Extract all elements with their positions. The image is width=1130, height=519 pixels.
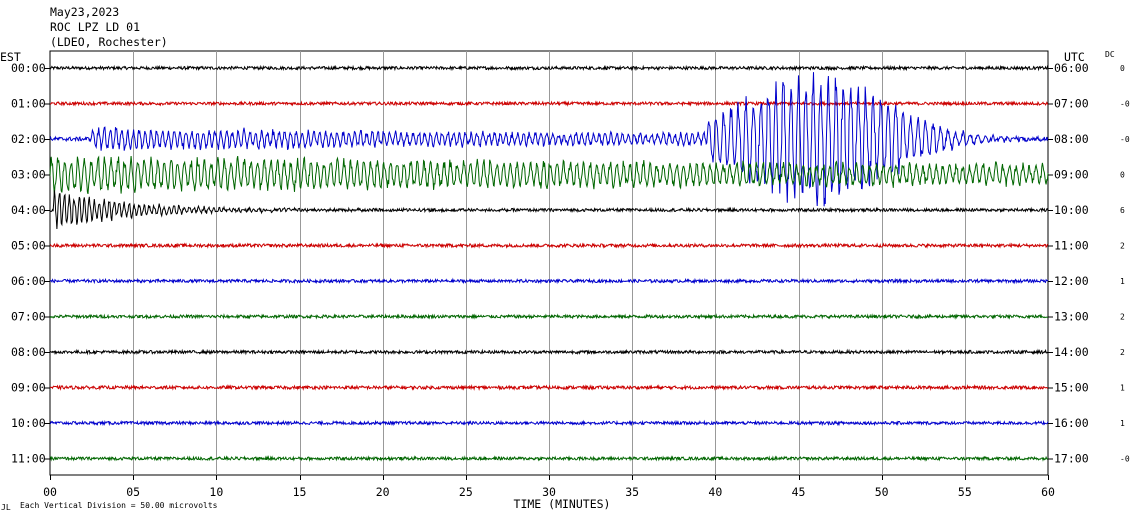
dc-row-value: 1 bbox=[1120, 419, 1125, 428]
x-tick-label: 25 bbox=[459, 485, 473, 499]
x-tick-labels: 00 05 10 15 20 25 30 35 40 45 50 55 60 bbox=[43, 475, 1055, 499]
x-tick-label: 10 bbox=[209, 485, 223, 499]
dc-row-value: -0 bbox=[1120, 100, 1130, 109]
trace-line bbox=[49, 383, 1049, 392]
x-tick-label: 30 bbox=[542, 485, 556, 499]
trace-line bbox=[49, 455, 1049, 462]
trace-line bbox=[49, 313, 1049, 320]
utc-row-label: 10:00 bbox=[1054, 203, 1089, 217]
est-row-label: 02:00 bbox=[11, 132, 46, 146]
trace-line bbox=[49, 155, 1049, 195]
scale-note: Each Vertical Division = 50.00 microvolt… bbox=[20, 501, 218, 510]
est-row-label: 07:00 bbox=[11, 310, 46, 324]
utc-row-label: 16:00 bbox=[1054, 416, 1089, 430]
trace-line bbox=[49, 100, 1049, 107]
est-row-label: 05:00 bbox=[11, 239, 46, 253]
est-row-label: 03:00 bbox=[11, 168, 46, 182]
x-axis-title: TIME (MINUTES) bbox=[514, 497, 611, 511]
est-row-label: 11:00 bbox=[11, 452, 46, 466]
utc-row-label: 07:00 bbox=[1054, 97, 1089, 111]
x-tick-label: 35 bbox=[625, 485, 639, 499]
dc-row-value: -0 bbox=[1120, 455, 1130, 464]
est-row-label: 00:00 bbox=[11, 61, 46, 75]
dc-label: DC bbox=[1105, 50, 1115, 59]
x-tick-label: 00 bbox=[43, 485, 57, 499]
utc-row-label: 17:00 bbox=[1054, 452, 1089, 466]
est-axis-label: EST bbox=[0, 50, 21, 64]
network-label: (LDEO, Rochester) bbox=[50, 35, 168, 49]
x-tick-label: 55 bbox=[958, 485, 972, 499]
utc-row-label: 08:00 bbox=[1054, 132, 1089, 146]
x-tick-label: 40 bbox=[708, 485, 722, 499]
station-label: ROC LPZ LD 01 bbox=[50, 20, 140, 34]
trace-line bbox=[49, 242, 1049, 249]
utc-row-label: 09:00 bbox=[1054, 168, 1089, 182]
dc-row-value: 0 bbox=[1120, 171, 1125, 180]
est-row-label: 04:00 bbox=[11, 203, 46, 217]
utc-row-label: 14:00 bbox=[1054, 345, 1089, 359]
trace-group bbox=[49, 64, 1049, 462]
est-row-label: 06:00 bbox=[11, 274, 46, 288]
utc-row-label: 06:00 bbox=[1054, 61, 1089, 75]
est-row-label: 10:00 bbox=[11, 416, 46, 430]
row-labels: 00:00 06:00 0 01:00 07:00 -0 02:00 08:00 -0 03:00… bbox=[11, 61, 1130, 466]
utc-row-label: 12:00 bbox=[1054, 274, 1089, 288]
dc-row-value: 2 bbox=[1120, 242, 1125, 251]
trace-line bbox=[49, 277, 1049, 285]
est-row-label: 09:00 bbox=[11, 381, 46, 395]
x-tick-label: 20 bbox=[376, 485, 390, 499]
x-tick-label: 05 bbox=[126, 485, 140, 499]
est-row-label: 08:00 bbox=[11, 345, 46, 359]
utc-row-label: 13:00 bbox=[1054, 310, 1089, 324]
dc-row-value: 1 bbox=[1120, 384, 1125, 393]
utc-row-label: 15:00 bbox=[1054, 381, 1089, 395]
x-tick-label: 60 bbox=[1041, 485, 1055, 499]
trace-line bbox=[49, 419, 1049, 427]
dc-row-value: -0 bbox=[1120, 135, 1130, 144]
utc-axis-label: UTC bbox=[1064, 50, 1085, 64]
trace-line bbox=[49, 190, 1049, 230]
dc-row-value: 1 bbox=[1120, 277, 1125, 286]
x-tick-label: 50 bbox=[875, 485, 889, 499]
utc-row-label: 11:00 bbox=[1054, 239, 1089, 253]
est-row-label: 01:00 bbox=[11, 97, 46, 111]
date-label: May23,2023 bbox=[50, 5, 119, 19]
x-tick-label: 15 bbox=[293, 485, 307, 499]
dc-row-value: 2 bbox=[1120, 313, 1125, 322]
dc-row-value: 6 bbox=[1120, 206, 1125, 215]
chart-grid bbox=[49, 50, 1049, 476]
trace-line bbox=[49, 348, 1049, 356]
trace-line bbox=[49, 64, 1049, 72]
trace-line bbox=[49, 72, 1049, 207]
dc-row-value: 0 bbox=[1120, 64, 1125, 73]
x-tick-label: 45 bbox=[792, 485, 806, 499]
dc-row-value: 2 bbox=[1120, 348, 1125, 357]
corner-mark: JL bbox=[1, 503, 11, 512]
